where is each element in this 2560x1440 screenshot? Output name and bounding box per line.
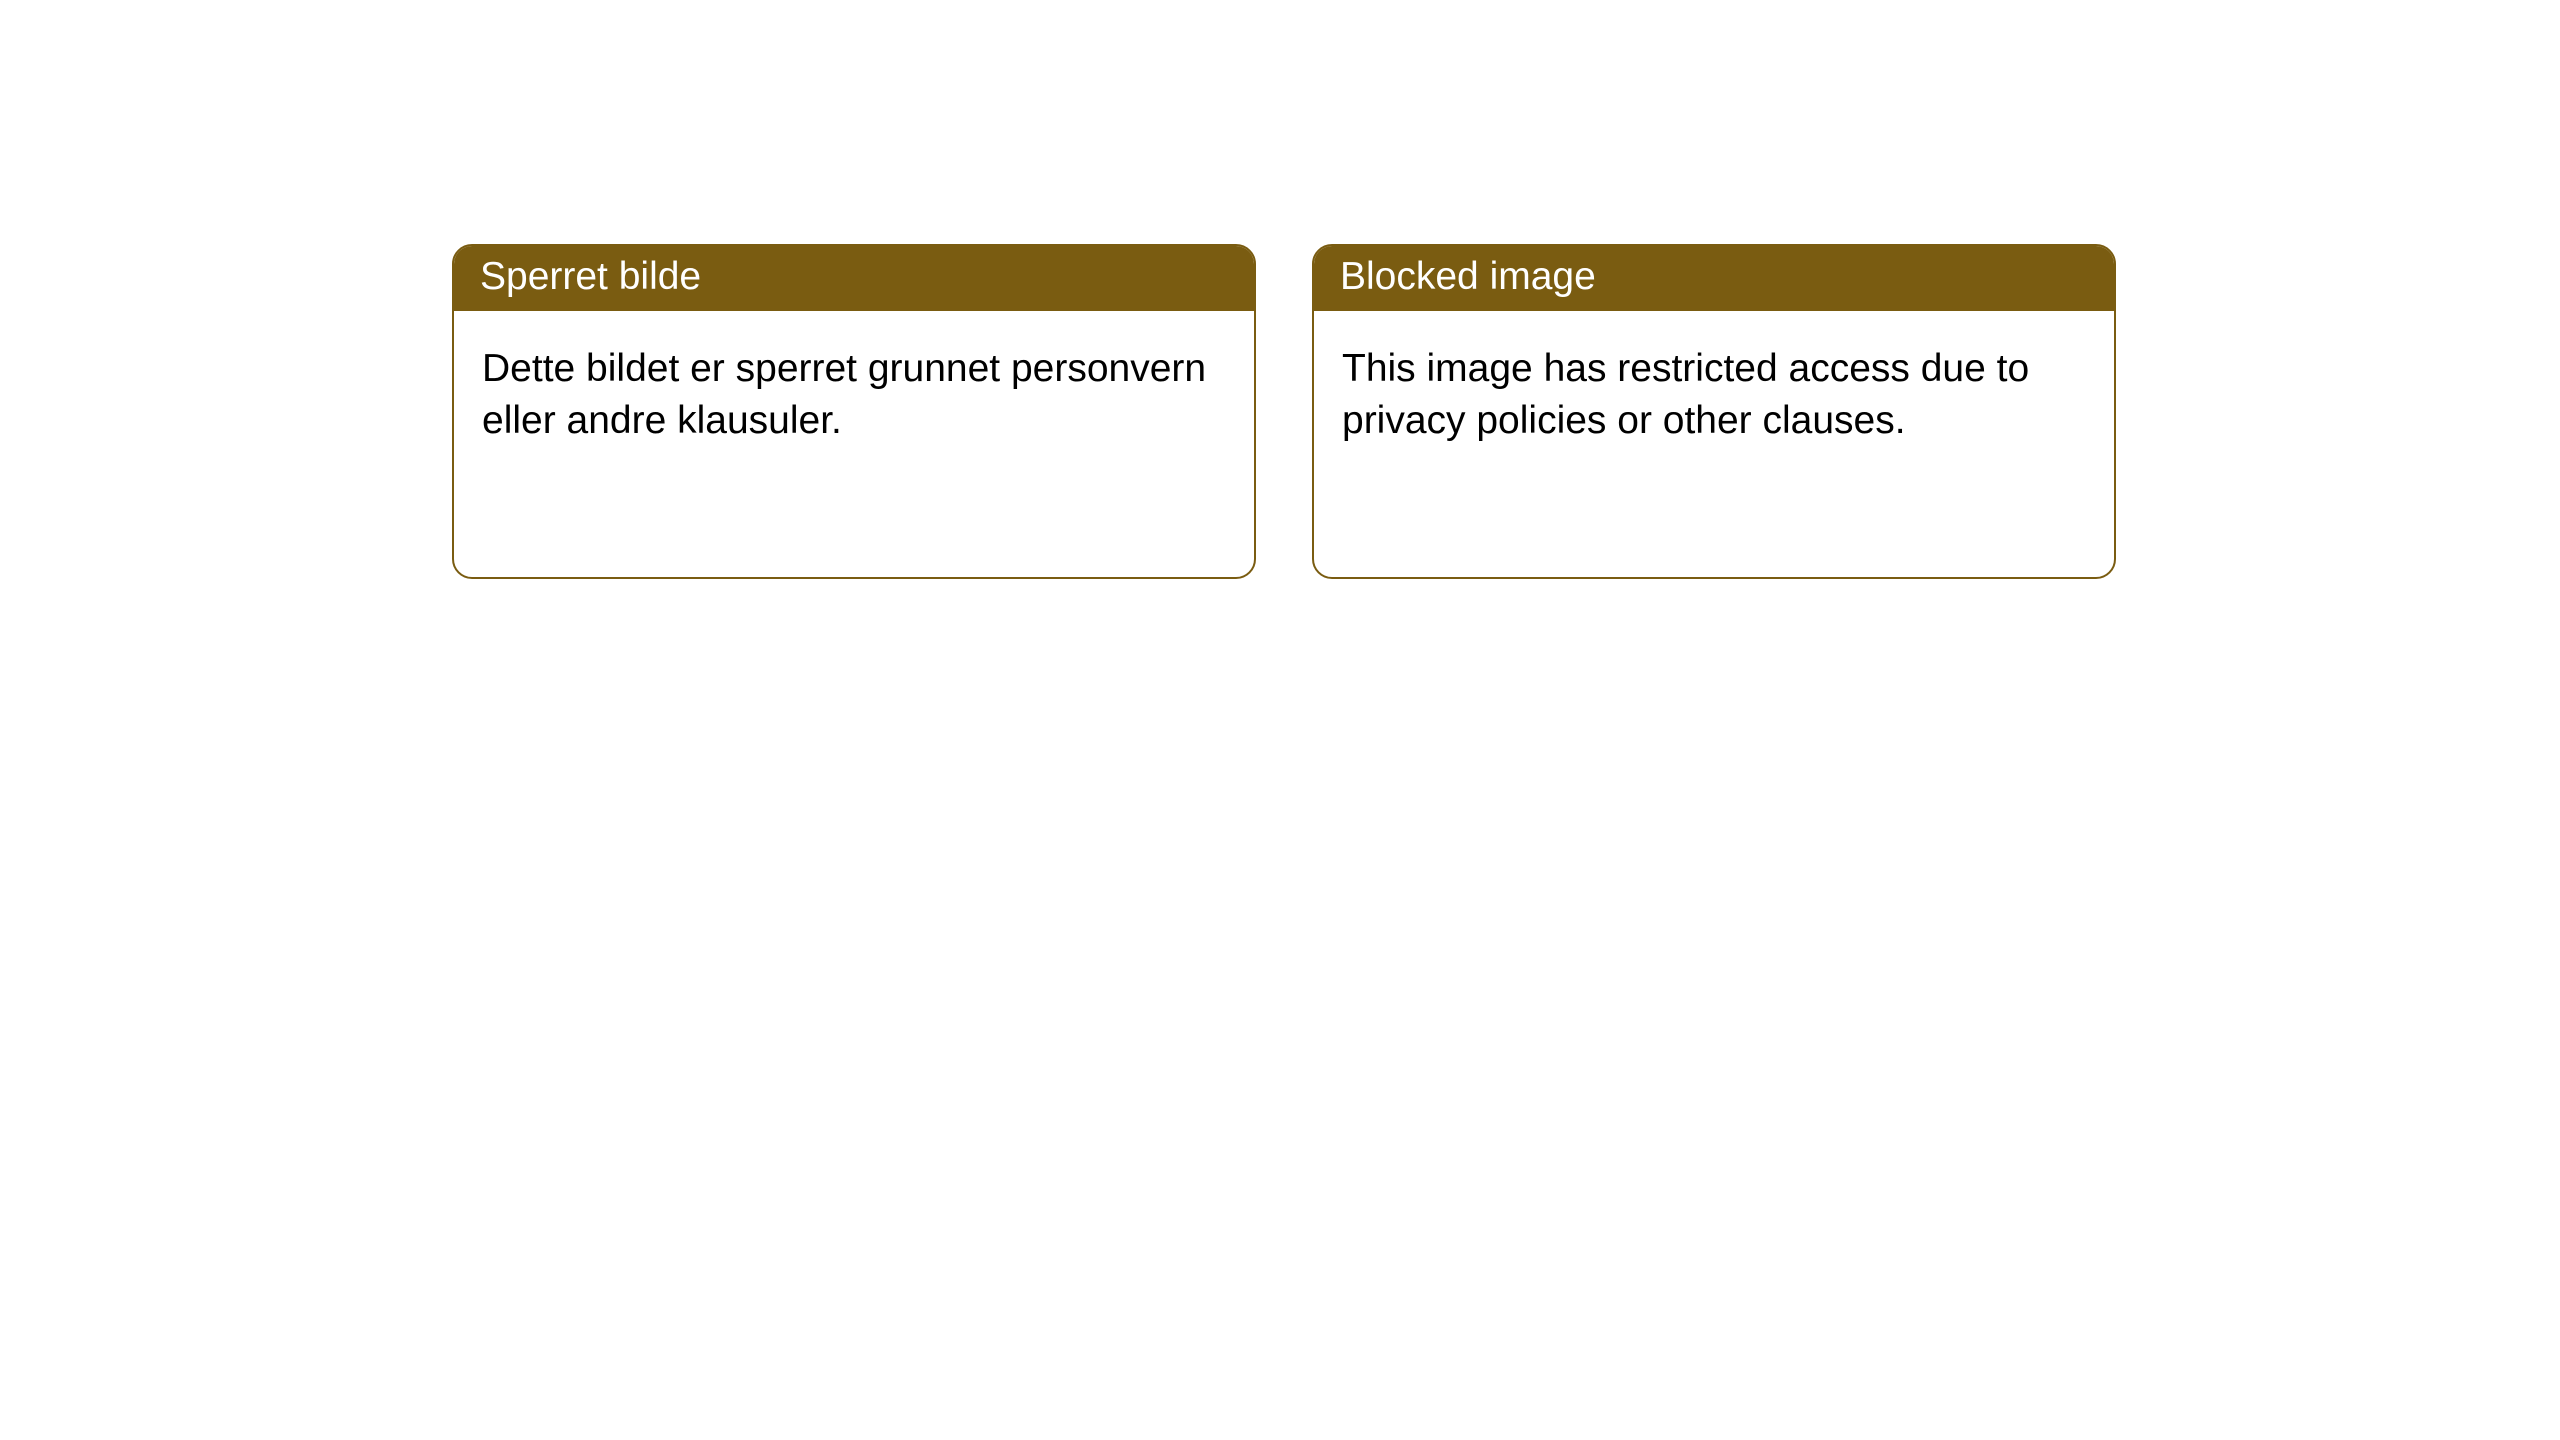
notice-header-en: Blocked image: [1314, 246, 2114, 311]
notice-body-en: This image has restricted access due to …: [1314, 311, 2114, 480]
notice-container: Sperret bilde Dette bildet er sperret gr…: [0, 0, 2560, 579]
notice-header-no: Sperret bilde: [454, 246, 1254, 311]
notice-body-no: Dette bildet er sperret grunnet personve…: [454, 311, 1254, 480]
notice-card-no: Sperret bilde Dette bildet er sperret gr…: [452, 244, 1256, 579]
notice-card-en: Blocked image This image has restricted …: [1312, 244, 2116, 579]
